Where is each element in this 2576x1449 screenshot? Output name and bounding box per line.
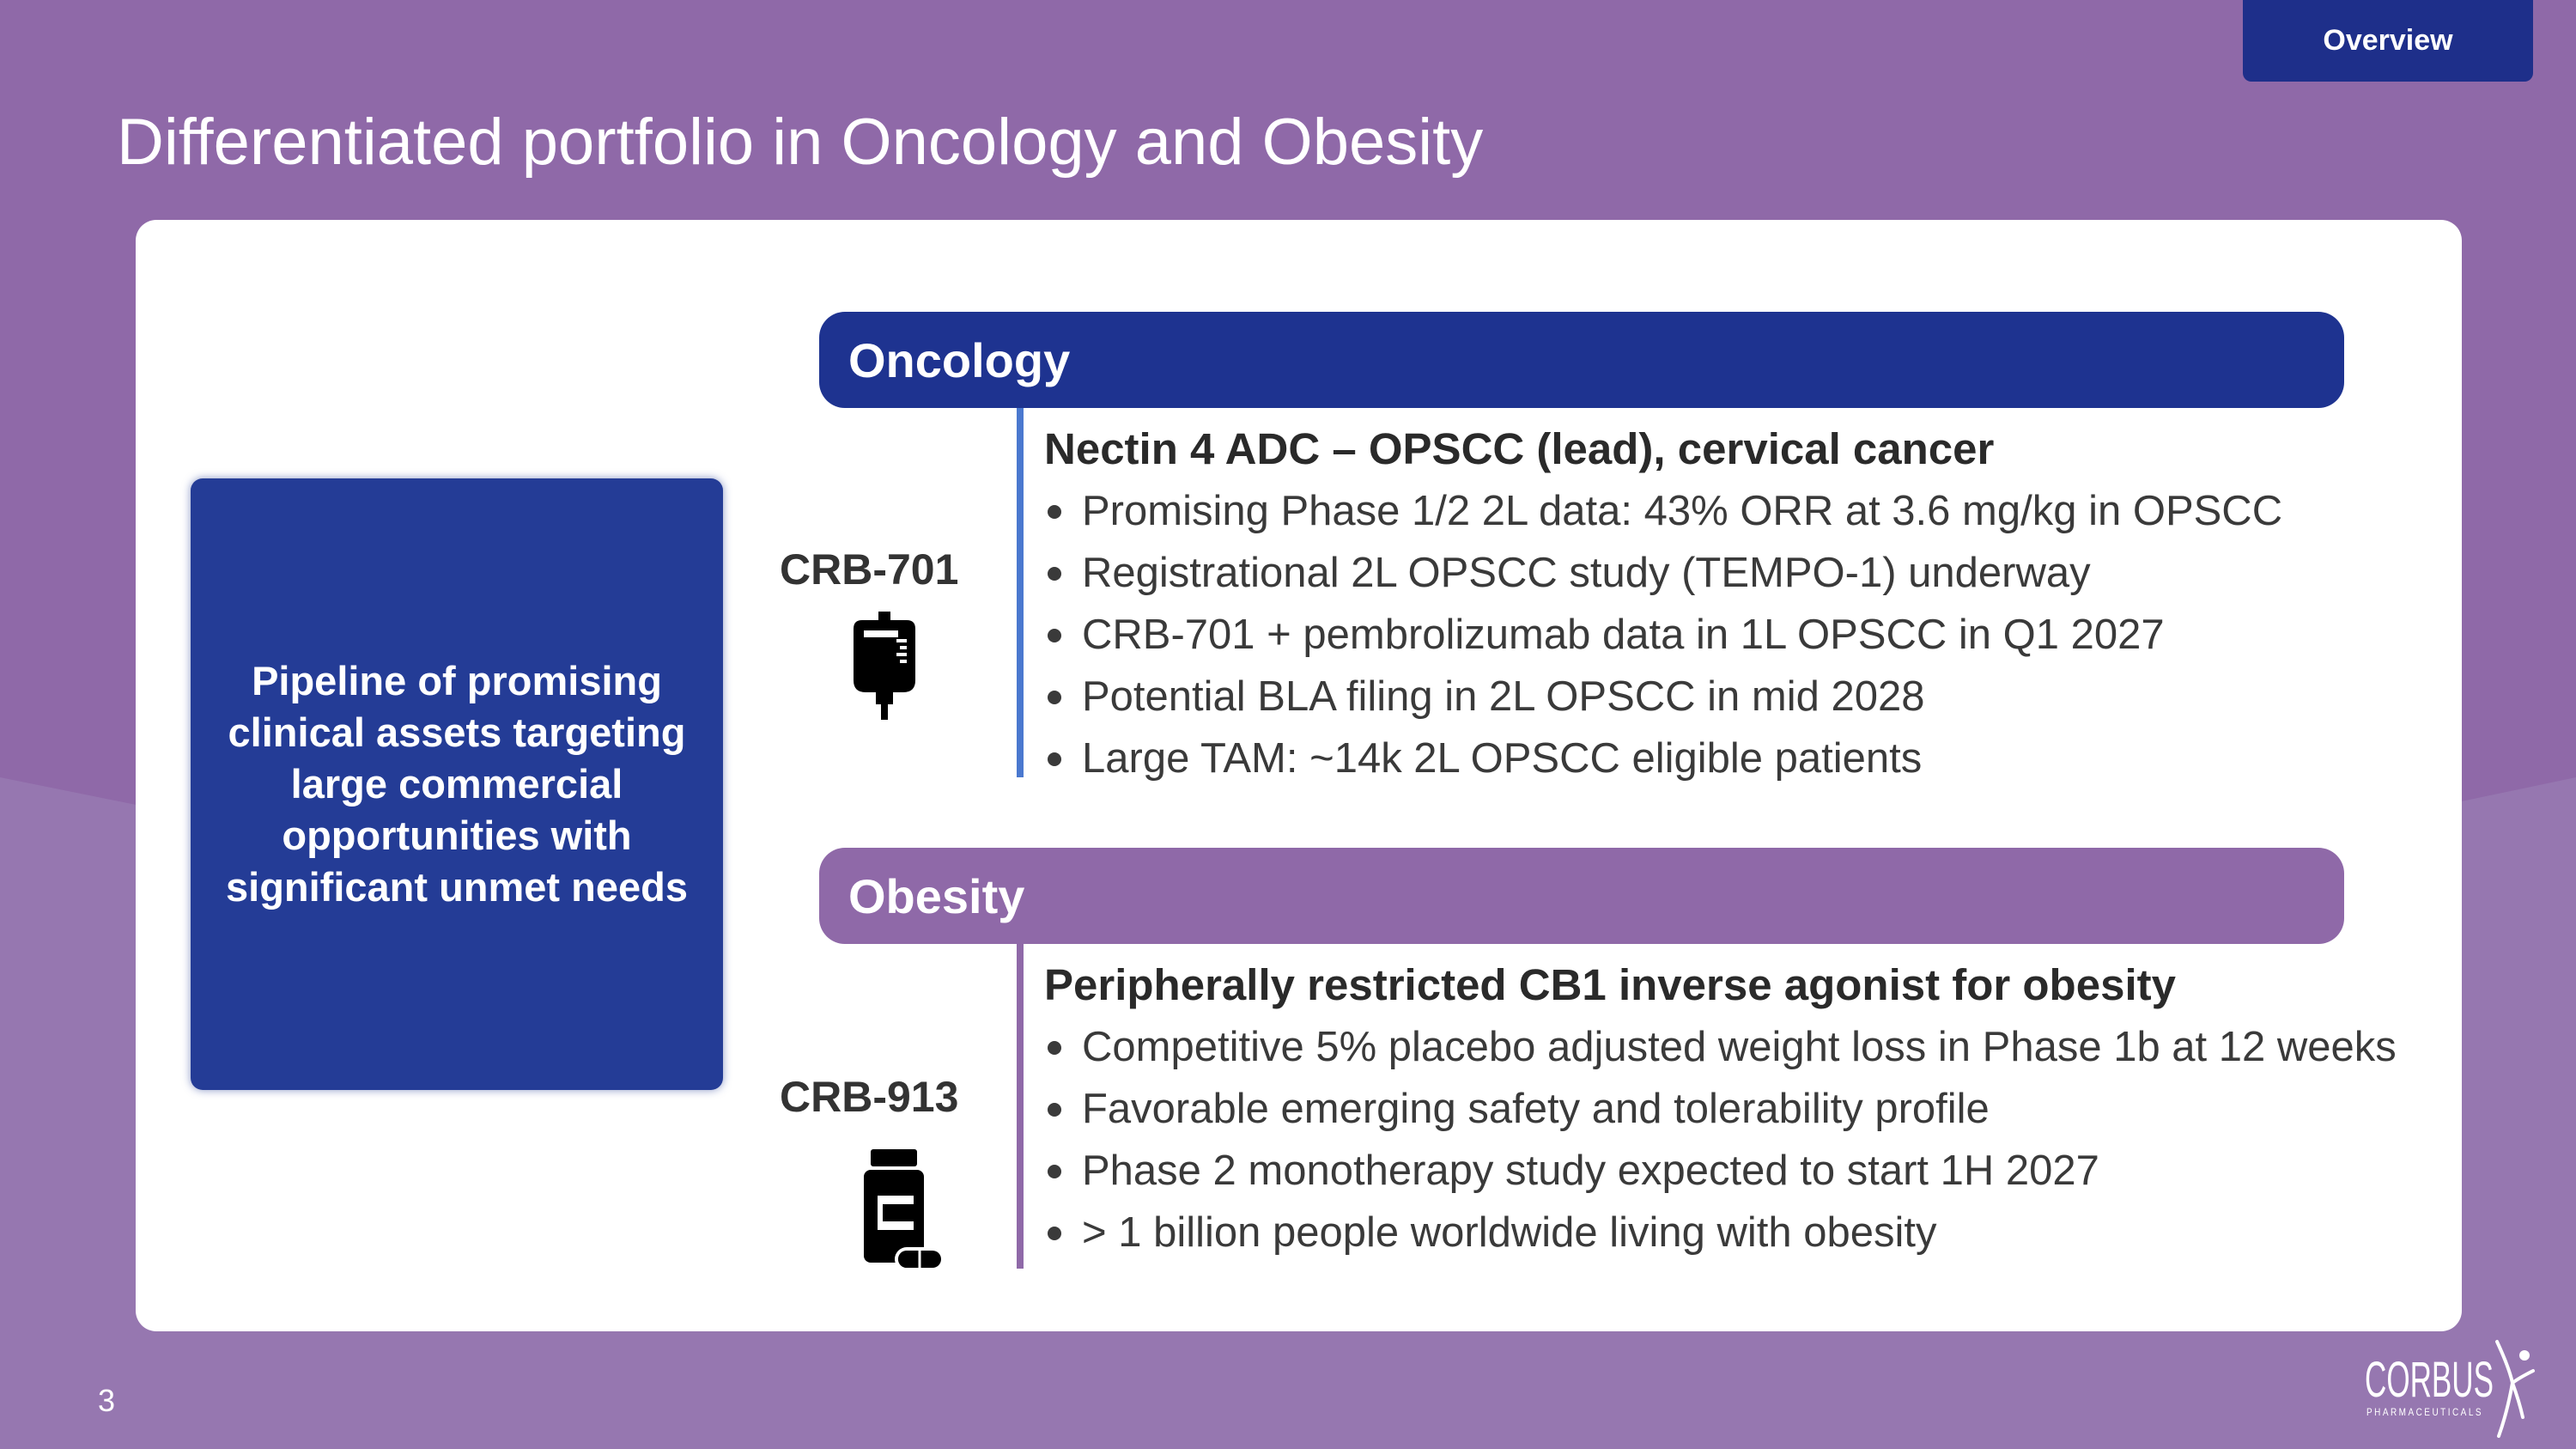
list-item: Potential BLA filing in 2L OPSCC in mid … [1044, 666, 2418, 728]
obesity-label: Obesity [848, 868, 1025, 923]
bullet-icon [1048, 1103, 1061, 1117]
pipeline-summary-box: Pipeline of promising clinical assets ta… [191, 478, 723, 1090]
oncology-label: Oncology [848, 332, 1071, 387]
page-title: Differentiated portfolio in Oncology and… [117, 106, 1484, 179]
oncology-header: Oncology [819, 312, 2344, 408]
bullet-text: CRB-701 + pembrolizumab data in 1L OPSCC… [1082, 612, 2165, 658]
bullet-icon [1048, 752, 1061, 766]
bullet-text: Competitive 5% placebo adjusted weight l… [1082, 1024, 2397, 1070]
oncology-details: Nectin 4 ADC – OPSCC (lead), cervical ca… [1044, 418, 2418, 789]
list-item: Large TAM: ~14k 2L OPSCC eligible patien… [1044, 728, 2418, 789]
list-item: Registrational 2L OPSCC study (TEMPO-1) … [1044, 542, 2418, 604]
bullet-icon [1048, 1165, 1061, 1178]
crb-913-bullets: Competitive 5% placebo adjusted weight l… [1044, 1016, 2418, 1263]
bullet-text: Large TAM: ~14k 2L OPSCC eligible patien… [1082, 735, 1923, 782]
bullet-text: Promising Phase 1/2 2L data: 43% ORR at … [1082, 488, 2283, 534]
bullet-text: Registrational 2L OPSCC study (TEMPO-1) … [1082, 550, 2091, 596]
obesity-header: Obesity [819, 848, 2344, 944]
bullet-text: Favorable emerging safety and tolerabili… [1082, 1086, 1990, 1132]
crb-701-label: CRB-701 [780, 545, 959, 594]
bullet-text: > 1 billion people worldwide living with… [1082, 1209, 1937, 1256]
overview-tab[interactable]: Overview [2243, 0, 2533, 82]
bullet-icon [1048, 567, 1061, 581]
bullet-icon [1048, 1227, 1061, 1240]
obesity-details: Peripherally restricted CB1 inverse agon… [1044, 954, 2418, 1263]
crb-913-heading: Peripherally restricted CB1 inverse agon… [1044, 960, 2176, 1009]
oncology-divider [1017, 408, 1024, 777]
list-item: Phase 2 monotherapy study expected to st… [1044, 1140, 2418, 1202]
corbus-logo: CORBUS PHARMACEUTICALS [2365, 1340, 2535, 1438]
list-item: Promising Phase 1/2 2L data: 43% ORR at … [1044, 480, 2418, 542]
logo-subtitle: PHARMACEUTICALS [2366, 1406, 2483, 1418]
bullet-icon [1048, 691, 1061, 704]
crb-701-bullets: Promising Phase 1/2 2L data: 43% ORR at … [1044, 480, 2418, 789]
bullet-text: Potential BLA filing in 2L OPSCC in mid … [1082, 673, 1925, 720]
pill-bottle-icon [864, 1149, 945, 1271]
page-number: 3 [98, 1383, 116, 1418]
list-item: > 1 billion people worldwide living with… [1044, 1202, 2418, 1263]
bullet-icon [1048, 1041, 1061, 1055]
list-item: Competitive 5% placebo adjusted weight l… [1044, 1016, 2418, 1078]
pipeline-summary-text: Pipeline of promising clinical assets ta… [226, 658, 688, 910]
crb-913-label: CRB-913 [780, 1073, 959, 1121]
list-item: Favorable emerging safety and tolerabili… [1044, 1078, 2418, 1140]
obesity-divider [1017, 944, 1024, 1269]
bullet-text: Phase 2 monotherapy study expected to st… [1082, 1148, 2099, 1194]
bullet-icon [1048, 505, 1061, 519]
list-item: CRB-701 + pembrolizumab data in 1L OPSCC… [1044, 604, 2418, 666]
logo-figure-icon [2495, 1340, 2535, 1438]
logo-wordmark: CORBUS [2365, 1352, 2494, 1408]
crb-701-heading: Nectin 4 ADC – OPSCC (lead), cervical ca… [1044, 424, 1995, 473]
bullet-icon [1048, 629, 1061, 642]
iv-bag-icon [854, 612, 915, 720]
